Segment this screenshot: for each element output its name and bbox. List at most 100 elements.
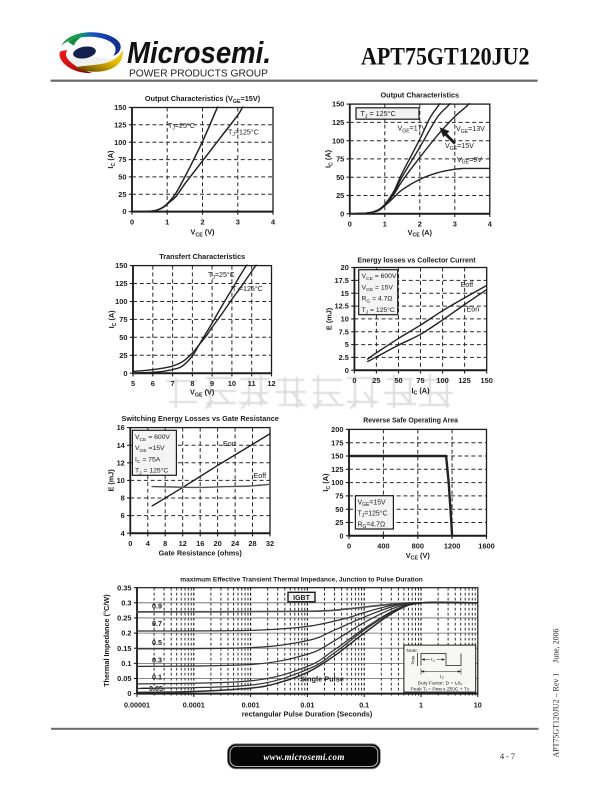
svg-text:Microsemi.: Microsemi. [127, 36, 271, 70]
svg-text:12.5: 12.5 [335, 302, 349, 311]
svg-text:TJ​=125°C: TJ​=125°C [228, 128, 259, 138]
svg-text:4: 4 [146, 539, 151, 548]
svg-text:VGE​=17V: VGE​=17V [398, 125, 427, 135]
svg-text:25: 25 [335, 518, 343, 527]
svg-text:t: t [440, 674, 442, 679]
svg-text:5: 5 [131, 379, 135, 388]
svg-text:75: 75 [119, 315, 127, 324]
svg-text:1: 1 [419, 701, 423, 710]
svg-text:1: 1 [165, 217, 169, 226]
svg-text:0: 0 [339, 531, 343, 540]
svg-text:0.05: 0.05 [117, 674, 131, 683]
svg-text:800: 800 [412, 542, 424, 551]
svg-text:0: 0 [345, 366, 349, 375]
svg-text:1600: 1600 [478, 542, 494, 551]
svg-text:50: 50 [394, 376, 402, 385]
svg-text:2.5: 2.5 [339, 353, 349, 362]
svg-text:2: 2 [200, 217, 204, 226]
svg-text:Output Characteristics: Output Characteristics [380, 91, 459, 100]
svg-text:17.5: 17.5 [335, 276, 349, 285]
svg-text:0: 0 [347, 542, 351, 551]
svg-text:75: 75 [416, 376, 424, 385]
svg-text:VGE​=15V: VGE​=15V [445, 142, 474, 152]
svg-text:VGE​=9V: VGE​=9V [457, 156, 482, 166]
svg-text:0.05: 0.05 [149, 684, 163, 693]
svg-text:Eon: Eon [223, 439, 236, 448]
svg-text:10: 10 [117, 476, 125, 485]
svg-text:6: 6 [121, 511, 125, 520]
svg-text:VGE​ (V): VGE​ (V) [190, 388, 215, 399]
svg-text:0: 0 [352, 376, 356, 385]
svg-text:0.3: 0.3 [152, 655, 162, 664]
svg-text:0.1: 0.1 [121, 659, 131, 668]
svg-text:1: 1 [383, 220, 387, 229]
svg-text:125: 125 [332, 118, 344, 127]
svg-text:E (mJ): E (mJ) [324, 307, 333, 330]
svg-text:400: 400 [377, 542, 389, 551]
svg-text:0.15: 0.15 [117, 644, 131, 653]
svg-text:24: 24 [231, 539, 240, 548]
svg-text:0: 0 [348, 220, 352, 229]
svg-text:0: 0 [123, 369, 127, 378]
svg-text:Thermal Impedance (°C/W): Thermal Impedance (°C/W) [102, 594, 111, 687]
svg-text:15: 15 [341, 289, 349, 298]
svg-text:5: 5 [345, 340, 349, 349]
svg-text:150: 150 [481, 376, 493, 385]
svg-text:150: 150 [331, 452, 343, 461]
svg-text:0.3: 0.3 [121, 598, 131, 607]
svg-text:POWER PRODUCTS GROUP: POWER PRODUCTS GROUP [129, 69, 268, 80]
svg-text:E (mJ): E (mJ) [106, 469, 115, 492]
svg-text:3: 3 [236, 217, 240, 226]
svg-text:100: 100 [331, 478, 343, 487]
svg-text:TJ​=125°C: TJ​=125°C [232, 285, 263, 295]
svg-text:25: 25 [118, 190, 126, 199]
svg-text:0.001: 0.001 [242, 701, 260, 710]
svg-text:50: 50 [119, 333, 127, 342]
svg-text:IC​ (A): IC​ (A) [321, 473, 332, 492]
svg-text:3: 3 [453, 220, 457, 229]
svg-text:75: 75 [336, 155, 344, 164]
svg-text:0.9: 0.9 [152, 601, 162, 610]
svg-text:APT75GT120JU2 – Rev 1 June: APT75GT120JU2 – Rev 1 June, 2006 [552, 629, 561, 758]
svg-text:8: 8 [190, 379, 194, 388]
svg-text:Switching Energy Losses vs Gat: Switching Energy Losses vs Gate Resistan… [122, 414, 279, 423]
svg-text:75: 75 [335, 492, 343, 501]
svg-text:175: 175 [331, 438, 343, 447]
svg-text:VCE​ = 600V: VCE​ = 600V [362, 273, 397, 282]
svg-text:0: 0 [130, 217, 134, 226]
svg-text:0.25: 0.25 [117, 614, 131, 623]
svg-text:Eoff: Eoff [461, 280, 474, 289]
svg-text:Peak Tⱼ = Pᴅᴍ x ZθJC + Tᴄ: Peak Tⱼ = Pᴅᴍ x ZθJC + Tᴄ [411, 687, 470, 693]
svg-text:IC​ (A): IC​ (A) [107, 310, 118, 329]
svg-text:IC​ = 75A: IC​ = 75A [135, 456, 161, 465]
svg-text:4: 4 [271, 217, 276, 226]
svg-text:7.5: 7.5 [339, 327, 349, 336]
svg-text:Transfert Characteristics: Transfert Characteristics [159, 252, 245, 261]
svg-text:28: 28 [248, 539, 256, 548]
svg-text:50: 50 [118, 173, 126, 182]
svg-text:IGBT: IGBT [293, 595, 310, 602]
svg-text:www.microsemi.com: www.microsemi.com [263, 752, 344, 762]
svg-text:100: 100 [115, 297, 127, 306]
svg-text:75: 75 [118, 155, 126, 164]
svg-text:Single Pulse: Single Pulse [300, 675, 344, 684]
svg-text:VCE​ = 600V: VCE​ = 600V [135, 434, 170, 443]
svg-text:RG​=4.7Ω: RG​=4.7Ω [358, 521, 386, 530]
svg-text:125: 125 [458, 376, 470, 385]
svg-text:0.0001: 0.0001 [183, 701, 205, 710]
svg-text:20: 20 [341, 263, 349, 272]
svg-text:100: 100 [436, 376, 448, 385]
svg-text:VGE​ =15V: VGE​ =15V [135, 445, 165, 454]
svg-text:VCE​ (V): VCE​ (V) [191, 228, 216, 239]
svg-text:TJ​=25°C: TJ​=25°C [168, 122, 195, 132]
svg-text:TJ​ = 125°C: TJ​ = 125°C [361, 109, 396, 120]
svg-text:Reverse Safe Operating Area: Reverse Safe Operating Area [363, 418, 458, 425]
svg-text:50: 50 [336, 173, 344, 182]
svg-text:Pᴅᴍ: Pᴅᴍ [411, 656, 416, 664]
svg-text:IC​ (A): IC​ (A) [106, 150, 117, 169]
svg-text:0.00001: 0.00001 [124, 701, 150, 710]
svg-text:125: 125 [114, 120, 126, 129]
svg-text:0.1: 0.1 [152, 673, 162, 682]
svg-text:20: 20 [213, 539, 221, 548]
svg-text:10: 10 [474, 701, 482, 710]
